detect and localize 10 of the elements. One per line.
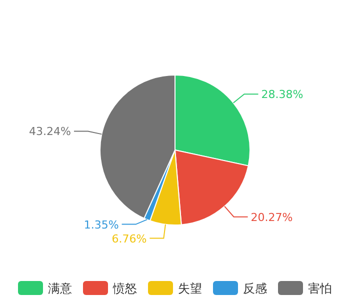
- legend-label: 反感: [243, 282, 267, 296]
- legend-label: 满意: [48, 282, 72, 296]
- data-label: 6.76%: [112, 232, 147, 246]
- data-label: 1.35%: [84, 218, 119, 232]
- data-label: 20.27%: [250, 210, 293, 224]
- data-label: 28.38%: [261, 88, 304, 102]
- legend-label: 失望: [178, 282, 202, 296]
- data-label: 43.24%: [29, 125, 71, 138]
- legend-label: 害怕: [308, 282, 332, 296]
- legend-label: 愤怒: [112, 282, 137, 296]
